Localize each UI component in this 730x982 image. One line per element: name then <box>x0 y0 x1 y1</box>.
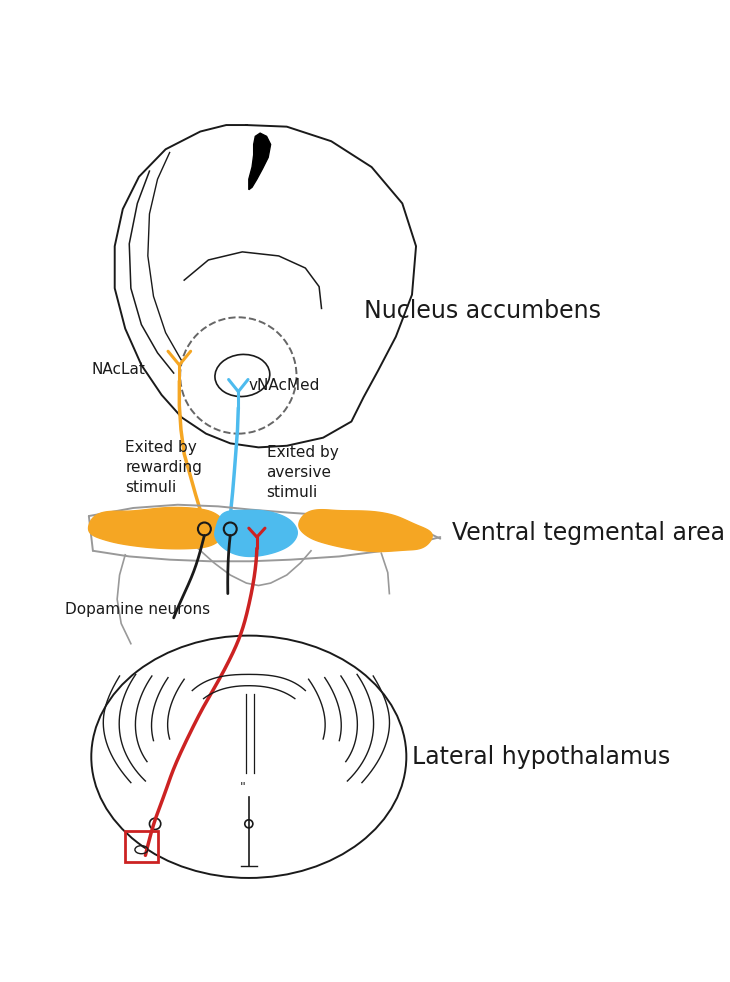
Polygon shape <box>215 511 297 557</box>
Text: Nucleus accumbens: Nucleus accumbens <box>364 299 601 323</box>
Text: Exited by
aversive
stimuli: Exited by aversive stimuli <box>266 445 338 500</box>
Bar <box>126 831 158 862</box>
Text: vNAcMed: vNAcMed <box>249 378 320 393</box>
Polygon shape <box>299 510 432 552</box>
Text: NAcLat: NAcLat <box>91 361 145 376</box>
Polygon shape <box>249 134 271 190</box>
Text: Exited by
rewarding
stimuli: Exited by rewarding stimuli <box>126 440 202 495</box>
Polygon shape <box>88 508 225 549</box>
Text: Ventral tegmental area: Ventral tegmental area <box>453 521 726 545</box>
Text: Dopamine neurons: Dopamine neurons <box>65 602 210 618</box>
Text: Lateral hypothalamus: Lateral hypothalamus <box>412 744 670 769</box>
Text: ": " <box>239 781 245 794</box>
